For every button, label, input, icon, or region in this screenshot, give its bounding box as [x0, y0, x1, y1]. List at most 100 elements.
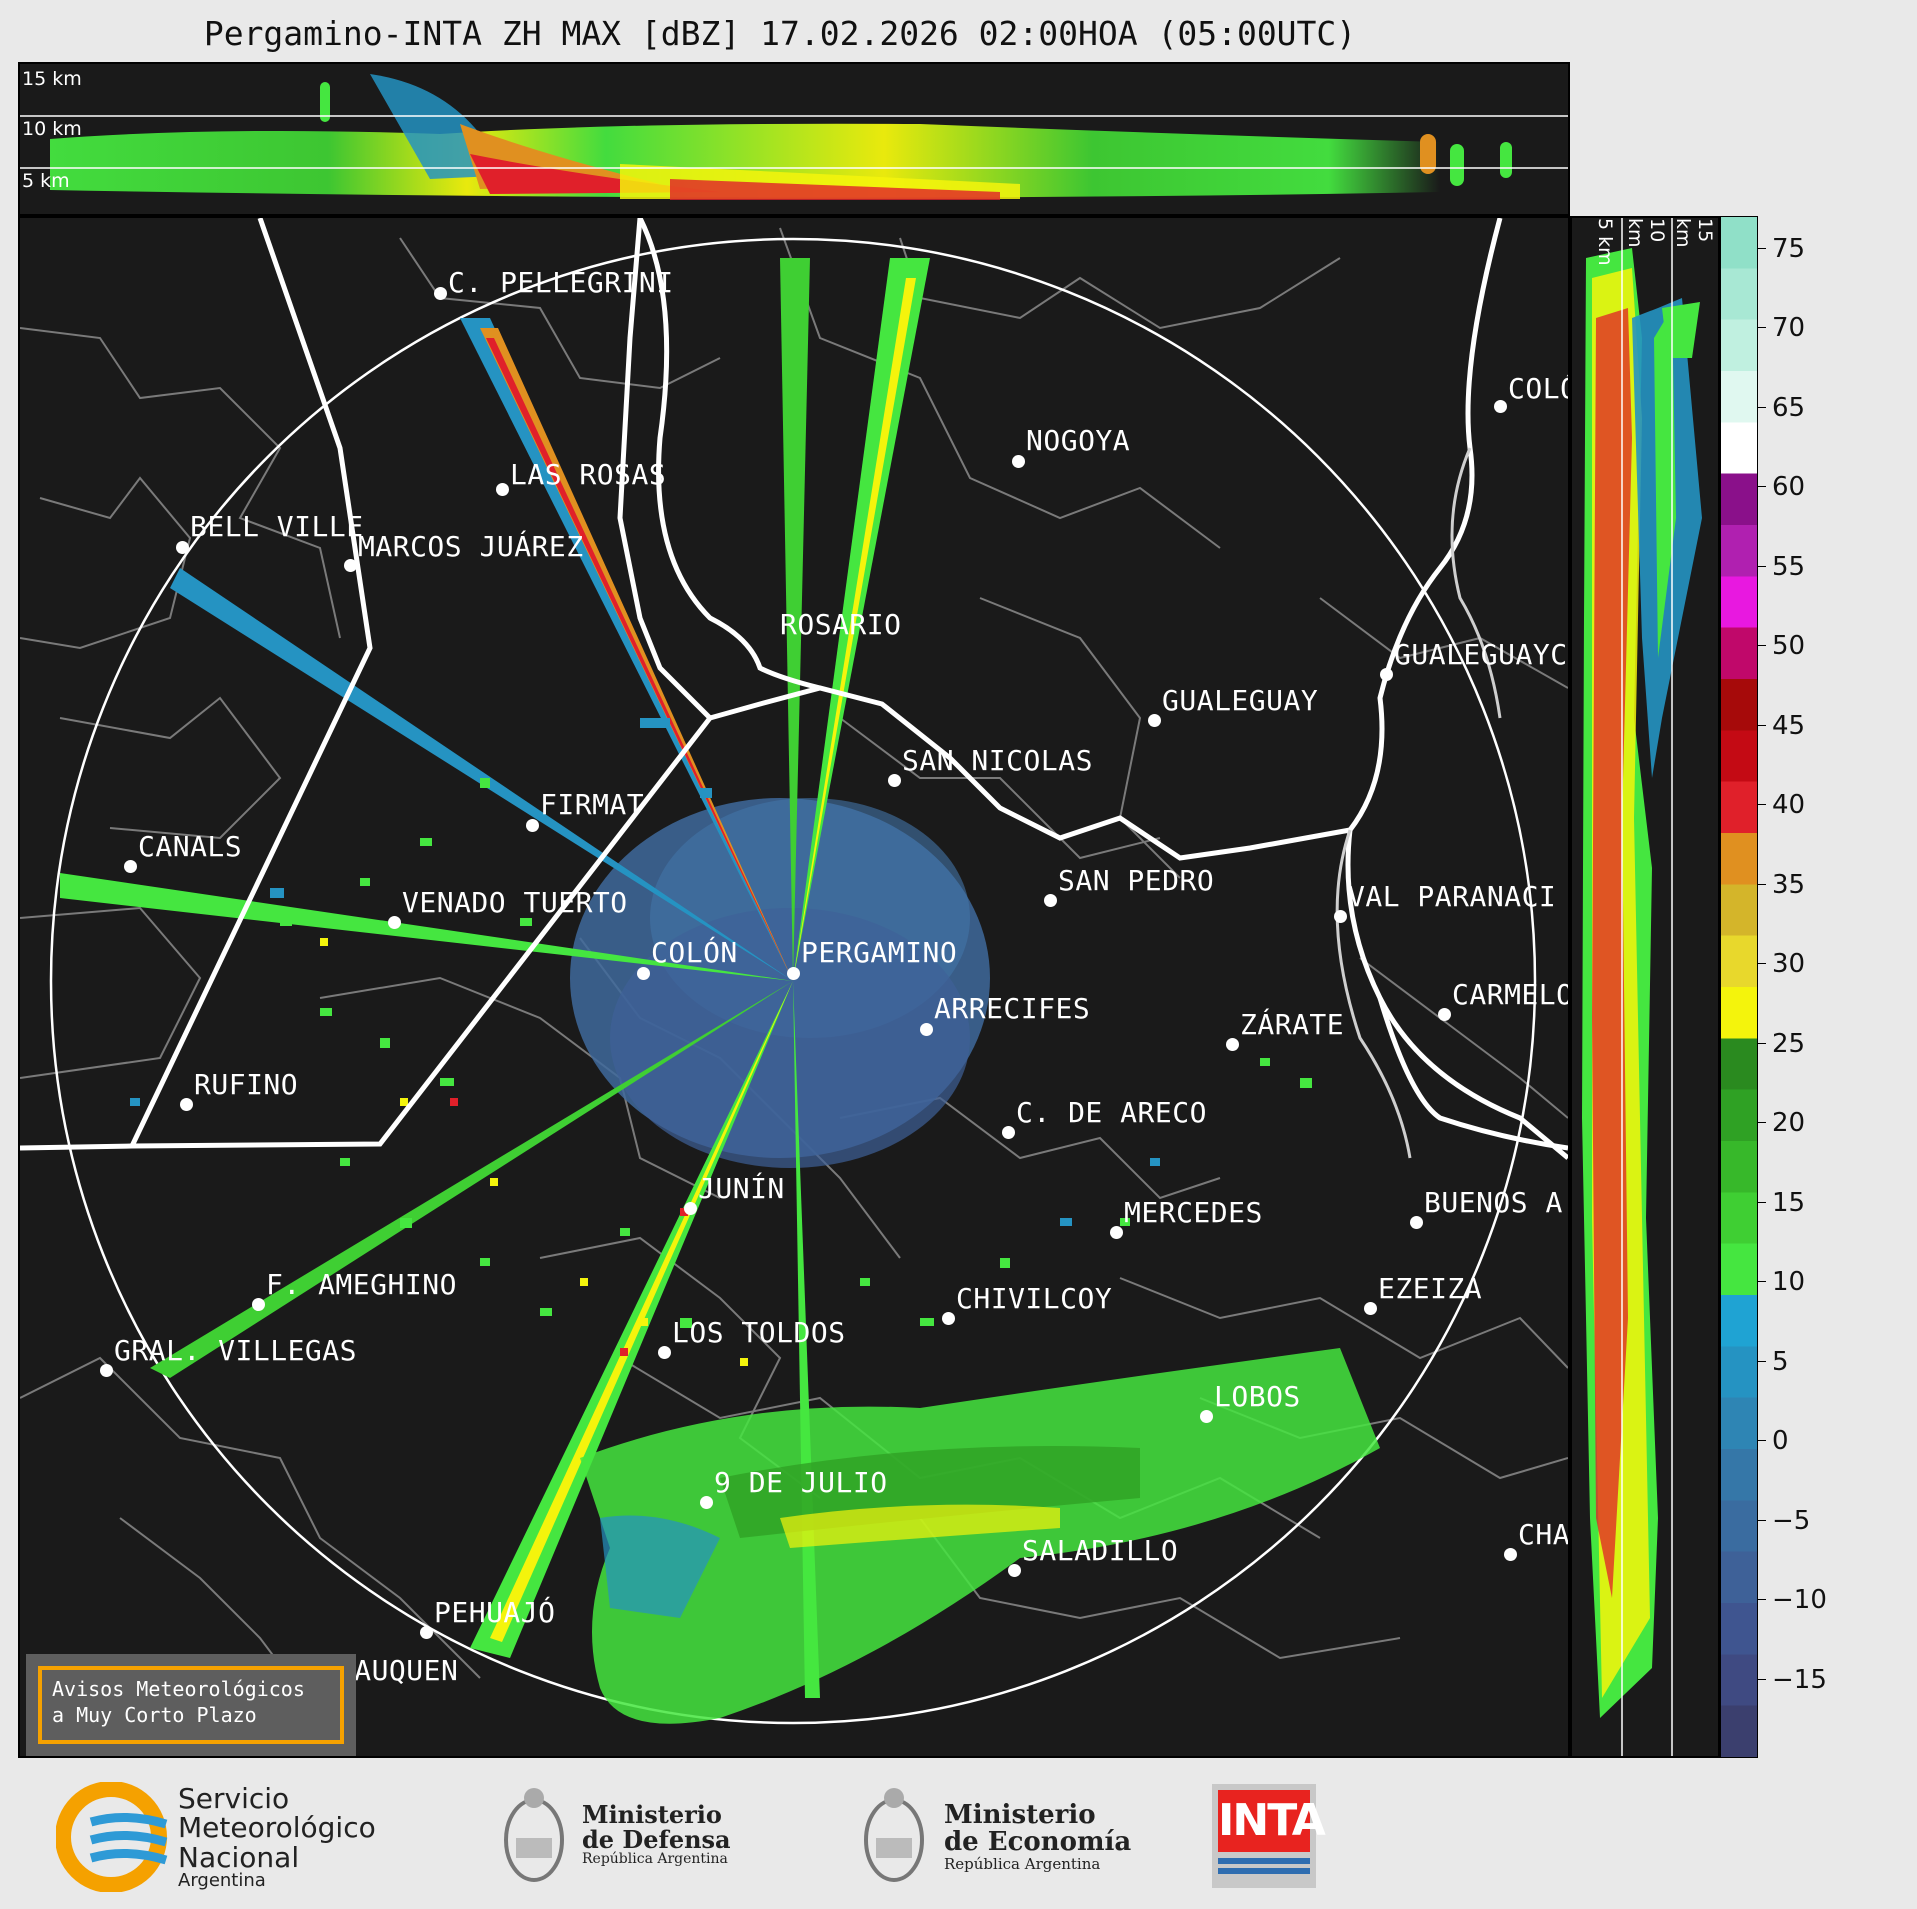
city-label-san-nicolas: SAN NICOLAS [902, 744, 1093, 777]
economia-line-2: de Economía [944, 1827, 1132, 1858]
colorbar-tick-label: 55 [1772, 551, 1806, 582]
city-label-zarate: ZÁRATE [1240, 1008, 1345, 1041]
city-dot [1493, 399, 1507, 413]
radar-map-svg [20, 218, 1568, 1725]
colorbar-tick-label: 75 [1772, 233, 1806, 264]
smn-logo-icon [56, 1782, 168, 1892]
city-dot [123, 859, 137, 873]
city-dot [1379, 667, 1393, 681]
economia-logo-text: Ministerio de Economía República Argenti… [944, 1801, 1132, 1873]
city-dot [1109, 1225, 1123, 1239]
colorbar-ticks: 75 70 65 60 55 50 45 40 35 30 25 20 15 10 5 0 −5 −10 −15 [1758, 216, 1878, 1758]
city-dot [1043, 893, 1057, 907]
defensa-line-3: República Argentina [582, 1851, 728, 1868]
city-label-rufino: RUFINO [194, 1068, 299, 1101]
city-dot [1007, 1563, 1021, 1577]
side-cross-section-panel: 5 km 10 km 15 km [1570, 216, 1720, 1758]
city-dot [433, 286, 447, 300]
city-dot [179, 1097, 193, 1111]
city-label-ezeiza: EZEIZA [1378, 1272, 1483, 1305]
colorbar-tick-label: 35 [1772, 869, 1806, 900]
colorbar-tick-label: 5 [1772, 1346, 1789, 1377]
city-dot [495, 482, 509, 496]
city-dot [699, 1495, 713, 1509]
colorbar-tick-label: 70 [1772, 313, 1806, 344]
economia-line-3: República Argentina [944, 1854, 1101, 1873]
city-dot [683, 1201, 697, 1215]
city-label-val-paranaci: VAL PARANACI [1348, 880, 1557, 913]
smn-logo-text: Servicio Meteorológico Nacional Argentin… [178, 1784, 376, 1891]
city-label-c-de-areco: C. DE ARECO [1016, 1096, 1207, 1129]
colorbar-tick-label: 50 [1772, 631, 1806, 662]
radar-range-circle [49, 237, 1537, 1725]
city-dot [251, 1297, 265, 1311]
city-label-chivilcoy: CHIVILCOY [956, 1282, 1113, 1315]
side-5km-label: 5 km [1594, 218, 1616, 266]
city-dot [1333, 909, 1347, 923]
city-label-buenos-a: BUENOS A [1424, 1186, 1563, 1219]
city-label-colon: COLÓN [651, 936, 738, 969]
city-dot [1437, 1007, 1451, 1021]
city-dot [1199, 1409, 1213, 1423]
city-label-gral-villegas: GRAL. VILLEGAS [114, 1334, 358, 1367]
city-dot [343, 558, 357, 572]
defensa-logo-text: Ministerio de Defensa República Argentin… [582, 1802, 731, 1867]
city-label-lobos: LOBOS [1214, 1380, 1301, 1413]
city-label-arrecifes: ARRECIFES [934, 992, 1091, 1025]
city-label-colo: COLÓ [1508, 372, 1568, 405]
city-label-saladillo: SALADILLO [1022, 1534, 1179, 1567]
colorbar-tick-label: 30 [1772, 949, 1806, 980]
city-label-gualeguayc: GUALEGUAYC [1394, 638, 1568, 671]
smn-line-3: Nacional [178, 1840, 300, 1874]
smn-line-4: Argentina [178, 1870, 266, 1892]
top-cross-section-echoes [20, 74, 1568, 200]
city-dot [919, 1022, 933, 1036]
colorbar-tick-label: 25 [1772, 1028, 1806, 1059]
city-label-nogoya: NOGOYA [1026, 424, 1131, 457]
city-label-gualeguay: GUALEGUAY [1162, 684, 1319, 717]
side-15km-label: 15 km [1672, 218, 1716, 248]
city-label-los-toldos: LOS TOLDOS [672, 1316, 846, 1349]
province-boundaries [20, 218, 1568, 1160]
city-label-c-pellegrini: C. PELLEGRINI [448, 266, 674, 299]
top-cross-section-panel: 15 km 10 km 5 km [18, 62, 1570, 216]
smn-line-1: Servicio [178, 1782, 290, 1815]
defensa-line-2: de Defensa [582, 1825, 731, 1855]
radar-map-panel: C. PELLEGRINI LAS ROSAS BELL VILLE MARCO… [18, 216, 1570, 1758]
city-dot [941, 1311, 955, 1325]
avisos-button[interactable]: Avisos Meteorológicos a Muy Corto Plazo [26, 1654, 356, 1756]
city-label-las-rosas: LAS ROSAS [510, 458, 667, 491]
city-label-firmat: FIRMAT [540, 788, 645, 821]
chart-title: Pergamino-INTA ZH MAX [dBZ] 17.02.2026 0… [203, 14, 1357, 53]
city-dot [1503, 1547, 1517, 1561]
city-dot [1001, 1125, 1015, 1139]
city-dot [419, 1625, 433, 1639]
top-10km-label: 10 km [22, 118, 82, 140]
city-dot [1363, 1301, 1377, 1315]
colorbar-tick-label: 0 [1772, 1426, 1789, 1457]
city-label-venado-tuerto: VENADO TUERTO [402, 886, 628, 919]
inta-logo-icon: INTA [1212, 1784, 1326, 1888]
city-label-f-ameghino: F. AMEGHINO [266, 1268, 457, 1301]
radar-echoes [60, 258, 1380, 1724]
colorbar-tick-label: −10 [1772, 1585, 1827, 1616]
colorbar-tick-label: 40 [1772, 790, 1806, 821]
top-15km-label: 15 km [22, 68, 82, 90]
city-dot [1147, 713, 1161, 727]
city-label-mercedes: MERCEDES [1124, 1196, 1263, 1229]
logos-footer: Servicio Meteorológico Nacional Argentin… [0, 1770, 1917, 1909]
city-label-rosario: ROSARIO [780, 608, 902, 641]
colorbar-tick-label: −15 [1772, 1664, 1827, 1695]
city-dot [657, 1345, 671, 1359]
city-label-bell-ville: BELL VILLE [190, 510, 364, 543]
city-label-pergamino: PERGAMINO [801, 936, 958, 969]
city-dot [1011, 454, 1025, 468]
smn-line-2: Meteorológico [178, 1811, 376, 1845]
city-dot [525, 818, 539, 832]
colorbar-tick-label: 10 [1772, 1267, 1806, 1298]
city-label-carmelo: CARMELO [1452, 978, 1570, 1011]
city-label-canals: CANALS [138, 830, 243, 863]
dbz-colorbar [1720, 216, 1758, 1758]
city-dot [636, 966, 650, 980]
defensa-line-1: Ministerio [582, 1800, 722, 1829]
